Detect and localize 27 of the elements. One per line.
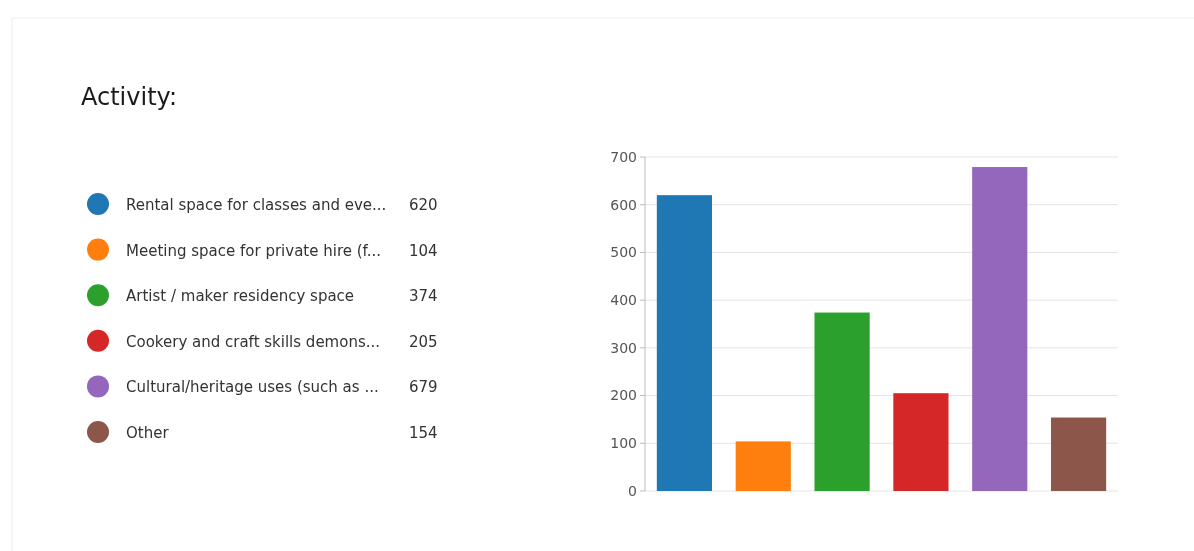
bar — [814, 312, 870, 491]
bar — [893, 393, 949, 491]
y-tick-label: 300 — [610, 339, 637, 356]
legend-label: Other — [126, 424, 170, 442]
text: 374 — [409, 287, 438, 306]
y-tick-label: 100 — [610, 435, 637, 452]
text: 205 — [409, 332, 438, 351]
y-tick-label: 500 — [610, 244, 637, 261]
y-tick-label: 200 — [610, 387, 637, 404]
legend-label: Cultural/heritage uses (such as ... — [126, 378, 379, 397]
y-tick-label: 600 — [610, 196, 637, 213]
bar — [656, 195, 713, 491]
text: 104 — [409, 241, 438, 260]
bar — [1050, 417, 1107, 491]
y-tick-label: 700 — [610, 148, 637, 165]
text: 620 — [409, 196, 438, 214]
text: 154 — [409, 424, 438, 442]
text: 679 — [409, 378, 438, 397]
y-tick-label: 400 — [610, 292, 637, 309]
text: Activity: — [81, 83, 178, 111]
bar — [972, 167, 1028, 491]
legend-label: Rental space for classes and eve... — [126, 196, 387, 214]
bar — [735, 441, 791, 491]
legend-label: Artist / maker residency space — [126, 287, 355, 306]
legend-label: Cookery and craft skills demons... — [126, 332, 381, 351]
legend-label: Meeting space for private hire (f... — [126, 241, 382, 260]
y-tick-label: 0 — [628, 482, 637, 499]
